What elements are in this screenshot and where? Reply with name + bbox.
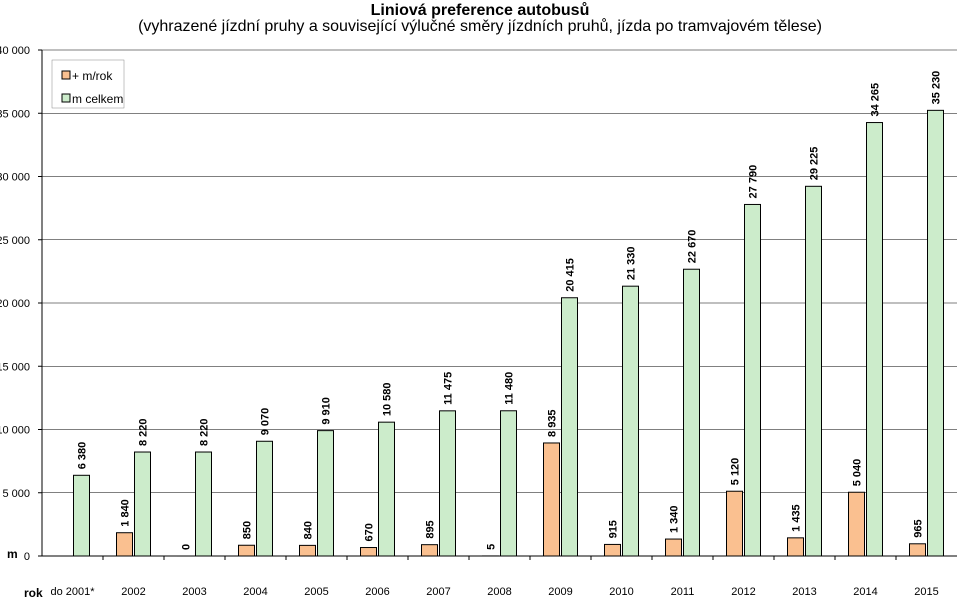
x-tick-label: 2005 (304, 586, 328, 598)
bar-m-rok (909, 543, 926, 557)
data-label-m-celkem: 11 475 (443, 372, 455, 405)
chart-subtitle: (vyhrazené jízdní pruhy a související vý… (138, 17, 822, 35)
data-label-m-rok: 1 340 (669, 506, 681, 534)
bar-m-rok (299, 544, 316, 557)
bar-m-rok (116, 532, 133, 557)
y-tick-label: 10 000 (0, 425, 30, 437)
x-tick-label: 2014 (853, 586, 877, 598)
bar-m-rok (726, 490, 743, 557)
bar-m-celkem (195, 451, 212, 557)
bar-m-celkem (927, 109, 944, 557)
legend-label-m-celkem: m celkem (72, 92, 123, 106)
y-tick-label: 25 000 (0, 235, 30, 247)
x-tick-label: 2007 (426, 586, 450, 598)
bar-m-celkem (561, 297, 578, 557)
data-label-m-rok: 1 840 (120, 499, 132, 527)
y-tick-label: 5 000 (2, 488, 30, 500)
x-tick-label: 2004 (243, 586, 267, 598)
data-label-m-celkem: 11 480 (504, 372, 516, 405)
data-label-m-celkem: 20 415 (565, 258, 577, 292)
data-label-m-celkem: 21 330 (626, 247, 638, 281)
x-axis-label: rok (24, 586, 43, 599)
data-label-m-rok: 5 120 (730, 458, 742, 486)
data-label-m-rok: 895 (425, 520, 437, 538)
y-tick-label: 40 000 (0, 45, 30, 57)
x-tick-label: do 2001* (50, 586, 95, 598)
data-label-m-rok: 8 935 (547, 409, 559, 437)
x-tick-label: 2002 (121, 586, 145, 598)
data-label-m-celkem: 35 230 (931, 71, 943, 105)
x-tick-label: 2008 (487, 586, 511, 598)
bar-m-rok (238, 544, 255, 557)
bar-m-rok (787, 537, 804, 557)
bar-m-rok (848, 491, 865, 557)
data-label-m-rok: 0 (181, 544, 193, 550)
y-tick-label: 20 000 (0, 298, 30, 310)
data-label-m-rok: 965 (913, 519, 925, 537)
data-label-m-rok: 915 (608, 520, 620, 538)
x-tick-label: 2015 (914, 586, 938, 598)
y-tick-label: 0 (24, 551, 30, 563)
data-label-m-rok: 670 (364, 523, 376, 541)
y-tick-label: 15 000 (0, 361, 30, 373)
bar-m-celkem (866, 122, 883, 557)
data-label-m-celkem: 29 225 (809, 147, 821, 181)
bar-m-celkem (134, 451, 151, 557)
bar-m-rok (543, 442, 560, 557)
data-label-m-celkem: 9 070 (260, 408, 272, 436)
y-tick-labels: 0 5 000 10 000 15 000 20 000 25 000 30 000 35 0… (0, 45, 42, 563)
legend-swatch-m-celkem (61, 93, 71, 103)
bar-m-celkem (439, 410, 456, 557)
data-label-m-celkem: 34 265 (870, 83, 882, 117)
x-tick-labels: do 2001* 2002 2003 2004 2005 2006 2007 2008 2009… (50, 556, 939, 598)
bar-m-celkem (500, 410, 517, 557)
data-label-m-celkem: 6 380 (77, 442, 89, 470)
legend-swatch-m-rok (61, 70, 71, 80)
x-tick-label: 2013 (792, 586, 816, 598)
y-axis-label: m (7, 547, 18, 561)
data-label-m-celkem: 8 220 (138, 418, 150, 446)
data-label-m-rok: 840 (303, 521, 315, 539)
bar-m-celkem (805, 185, 822, 557)
x-tick-label: 2010 (609, 586, 633, 598)
bar-m-rok (421, 544, 438, 557)
bar-m-celkem (317, 430, 334, 557)
x-tick-label: 2009 (548, 586, 572, 598)
y-tick-label: 30 000 (0, 172, 30, 184)
x-tick-label: 2003 (182, 586, 206, 598)
legend-label-m-rok: + m/rok (72, 69, 113, 83)
data-label-m-celkem: 22 670 (687, 230, 699, 264)
bar-m-celkem (622, 285, 639, 557)
data-label-m-rok: 5 (486, 544, 498, 550)
legend: + m/rok m celkem (51, 59, 125, 109)
x-tick-label: 2012 (731, 586, 755, 598)
data-label-m-celkem: 9 910 (321, 397, 333, 425)
x-tick-label: 2006 (365, 586, 389, 598)
data-label-m-rok: 5 040 (852, 459, 864, 487)
data-label-m-celkem: 27 790 (748, 165, 760, 199)
data-label-m-celkem: 8 220 (199, 418, 211, 446)
bar-m-celkem (744, 203, 761, 557)
chart-title: Liniová preference autobusů (371, 2, 590, 19)
bar-m-rok (360, 547, 377, 557)
bar-m-celkem (378, 421, 395, 557)
gridlines (42, 49, 957, 494)
data-label-m-rok: 850 (242, 521, 254, 539)
bar-m-celkem (683, 268, 700, 557)
y-tick-label: 35 000 (0, 108, 30, 120)
data-label-m-rok: 1 435 (791, 504, 803, 532)
bar-m-rok (665, 538, 682, 557)
bar-m-rok (604, 543, 621, 557)
bar-m-celkem (256, 440, 273, 557)
data-label-m-celkem: 10 580 (382, 383, 394, 417)
x-tick-label: 2011 (671, 586, 695, 598)
bar-m-celkem (73, 474, 90, 557)
